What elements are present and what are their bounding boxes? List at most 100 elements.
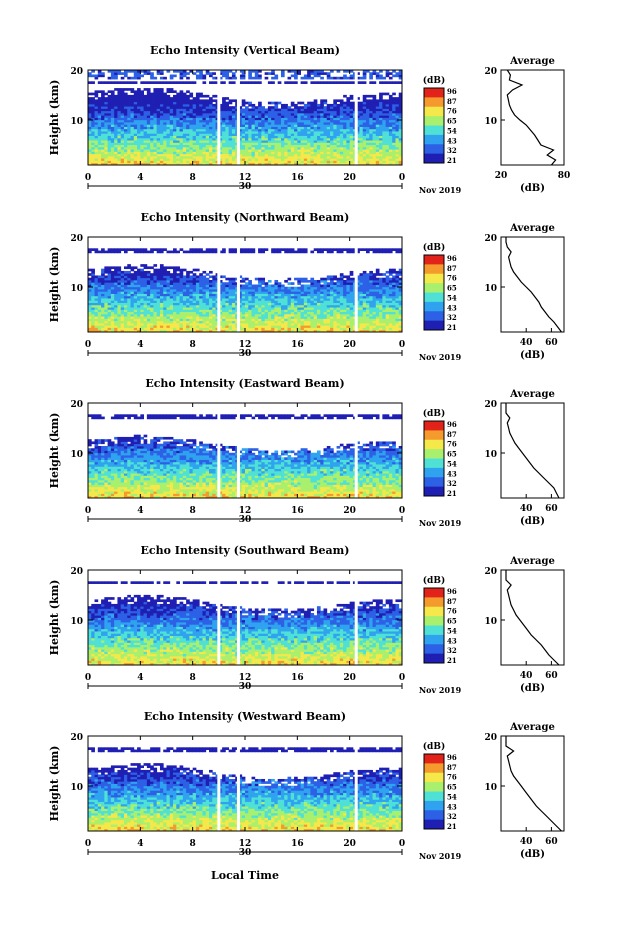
heatmap-cell bbox=[189, 158, 194, 161]
heatmap-cell bbox=[150, 137, 154, 141]
heatmap-cell bbox=[97, 313, 102, 317]
heatmap-cell bbox=[333, 162, 337, 166]
heatmap-cell bbox=[258, 291, 262, 294]
heatmap-cell bbox=[356, 106, 360, 109]
heatmap-cell bbox=[362, 158, 367, 161]
heatmap-cell bbox=[362, 126, 367, 130]
heatmap-cell bbox=[123, 302, 128, 306]
heatmap-cell bbox=[189, 124, 194, 127]
heatmap-cell bbox=[101, 137, 105, 141]
heatmap-cell bbox=[313, 162, 318, 166]
heatmap-cell bbox=[228, 140, 233, 143]
heatmap-cell bbox=[140, 140, 144, 143]
heatmap-cell bbox=[153, 131, 158, 134]
heatmap-cell bbox=[277, 131, 282, 134]
heatmap-cell bbox=[176, 137, 180, 141]
heatmap-cell bbox=[114, 268, 118, 272]
heatmap-cell bbox=[202, 124, 207, 127]
heatmap-cell bbox=[267, 112, 272, 116]
heatmap-cell bbox=[271, 137, 275, 141]
heatmap-cell bbox=[231, 327, 236, 331]
heatmap-cell bbox=[349, 133, 354, 136]
heatmap-cell bbox=[179, 162, 184, 166]
heatmap-cell bbox=[146, 108, 151, 112]
heatmap-cell bbox=[114, 279, 118, 283]
heatmap-cell bbox=[254, 316, 259, 319]
heatmap-cell bbox=[258, 248, 262, 251]
heatmap-cell bbox=[114, 327, 118, 331]
heatmap-cell bbox=[307, 160, 311, 164]
heatmap-cell bbox=[123, 313, 128, 317]
heatmap-cell bbox=[382, 160, 387, 164]
heatmap-cell bbox=[120, 277, 125, 281]
heatmap-cell bbox=[209, 103, 213, 107]
heatmap-cell bbox=[140, 279, 144, 283]
heatmap-cell bbox=[231, 160, 236, 164]
heatmap-cell bbox=[271, 112, 275, 116]
heatmap-cell bbox=[146, 112, 151, 116]
heatmap-cell bbox=[199, 135, 203, 139]
heatmap-cell bbox=[166, 316, 171, 319]
heatmap-cell bbox=[202, 160, 207, 164]
heatmap-cell bbox=[123, 106, 128, 109]
heatmap-cell bbox=[287, 282, 292, 285]
heatmap-cell bbox=[176, 126, 180, 130]
heatmap-cell bbox=[388, 122, 393, 125]
heatmap-cell bbox=[356, 155, 360, 159]
heatmap-cell bbox=[356, 162, 360, 166]
heatmap-cell bbox=[101, 304, 105, 308]
heatmap-cell bbox=[104, 318, 109, 322]
heatmap-cell bbox=[248, 302, 252, 306]
heatmap-cell bbox=[130, 106, 135, 109]
heatmap-cell bbox=[297, 128, 301, 132]
heatmap-cell bbox=[228, 131, 233, 134]
heatmap-cell bbox=[94, 101, 99, 105]
heatmap-cell bbox=[349, 149, 354, 152]
heatmap-cell bbox=[339, 151, 344, 155]
heatmap-cell bbox=[267, 108, 272, 112]
heatmap-cell bbox=[104, 291, 109, 294]
heatmap-cell bbox=[97, 304, 102, 308]
heatmap-cell bbox=[254, 142, 259, 146]
heatmap-cell bbox=[101, 115, 105, 118]
heatmap-cell bbox=[375, 135, 380, 139]
heatmap-cell bbox=[388, 155, 393, 159]
heatmap-cell bbox=[117, 117, 122, 121]
heatmap-cell bbox=[359, 112, 364, 116]
heatmap-cell bbox=[150, 133, 154, 136]
heatmap-cell bbox=[166, 88, 171, 91]
heatmap-cell bbox=[137, 140, 141, 143]
heatmap-cell bbox=[258, 140, 262, 143]
heatmap-cell bbox=[202, 279, 207, 283]
heatmap-cell bbox=[395, 158, 400, 161]
heatmap-cell bbox=[294, 122, 298, 125]
heatmap-cell bbox=[379, 92, 383, 96]
heatmap-cell bbox=[127, 119, 131, 123]
heatmap-cell bbox=[199, 160, 203, 164]
heatmap-cell bbox=[209, 110, 213, 114]
heatmap-cell bbox=[199, 92, 203, 96]
heatmap-cell bbox=[366, 103, 370, 107]
heatmap-cell bbox=[362, 155, 367, 159]
heatmap-cell bbox=[91, 81, 95, 84]
heatmap-cell bbox=[107, 307, 112, 310]
heatmap-cell bbox=[117, 146, 122, 150]
heatmap-cell bbox=[326, 140, 331, 143]
heatmap-cell bbox=[91, 124, 95, 127]
heatmap-cell bbox=[228, 142, 233, 146]
heatmap-cell bbox=[133, 142, 138, 146]
heatmap-cell bbox=[382, 162, 387, 166]
heatmap-cell bbox=[179, 103, 184, 107]
heatmap-cell bbox=[297, 137, 301, 141]
heatmap-cell bbox=[130, 291, 135, 294]
heatmap-cell bbox=[101, 293, 105, 297]
heatmap-cell bbox=[258, 144, 262, 148]
heatmap-cell bbox=[362, 153, 367, 157]
heatmap-cell bbox=[189, 155, 194, 159]
heatmap-cell bbox=[114, 284, 118, 288]
heatmap-cell bbox=[303, 106, 308, 109]
heatmap-cell bbox=[101, 268, 105, 272]
heatmap-cell bbox=[222, 122, 226, 125]
heatmap-cell bbox=[248, 101, 252, 105]
heatmap-cell bbox=[307, 115, 311, 118]
